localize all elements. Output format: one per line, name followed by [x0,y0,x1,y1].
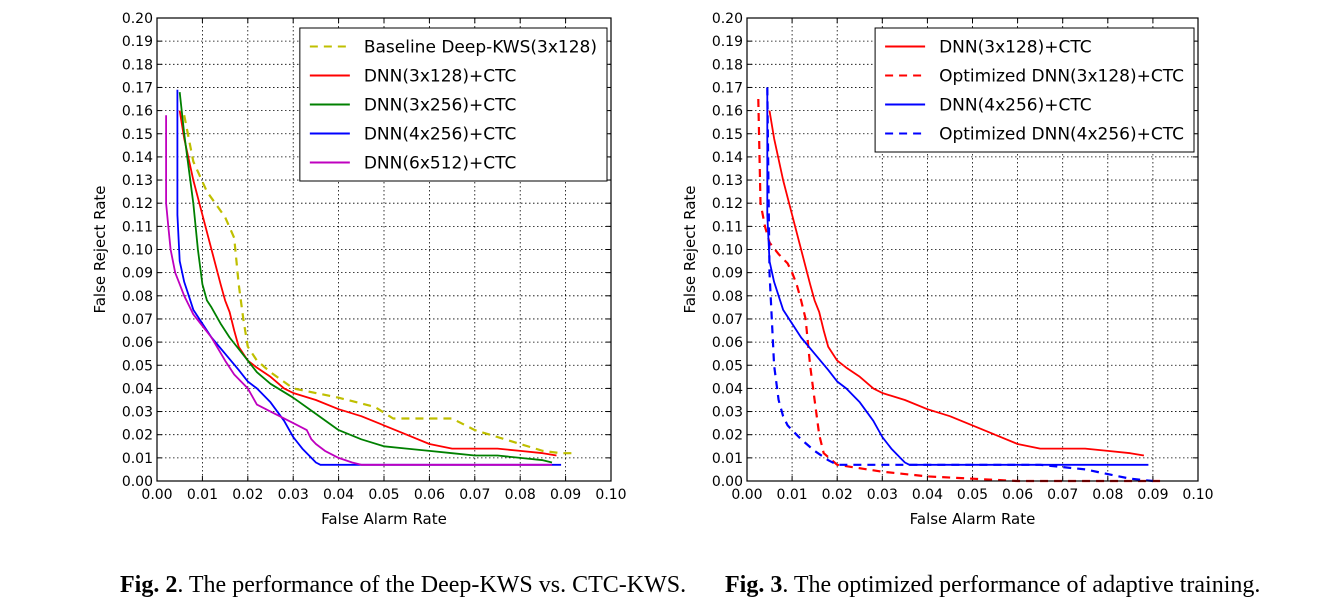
series-line [757,98,1162,483]
x-tick-label: 0.03 [867,487,898,503]
plot-frame [156,17,612,482]
legend-label: DNN(4x256)+CTC [939,96,1092,116]
y-tick-label: 0.13 [712,173,743,189]
y-tick-label: 0.06 [712,335,743,351]
y-tick-label: 0.05 [712,358,743,374]
x-tick-label: 0.05 [368,487,399,503]
x-tick-label: 0.09 [550,487,581,503]
y-tick-label: 0.04 [122,381,153,397]
y-tick-label: 0.07 [712,312,743,328]
y-tick-label: 0.02 [712,428,743,444]
legend: DNN(3x128)+CTC Optimized DNN(3x128)+CTC DN… [874,27,1195,153]
y-tick-label: 0.12 [122,196,153,212]
x-tick-label: 0.02 [232,487,263,503]
legend-label: Baseline Deep-KWS(3x128) [364,38,597,58]
x-tick-label: 0.08 [1092,487,1123,503]
y-tick-label: 0.04 [712,381,743,397]
y-tick-label: 0.12 [712,196,743,212]
y-tick-label: 0.08 [122,289,153,305]
x-tick-label: 0.00 [141,487,172,503]
legend-box [299,27,608,182]
y-tick-label: 0.00 [122,474,153,490]
x-tick-label: 0.06 [1002,487,1033,503]
y-tick-label: 0.19 [712,34,743,50]
y-tick-label: 0.03 [122,405,153,421]
y-tick-label: 0.19 [122,34,153,50]
x-tick-label: 0.03 [278,487,309,503]
y-tick-label: 0.09 [712,266,743,282]
x-tick-label: 0.06 [414,487,445,503]
x-tick-label: 0.02 [822,487,853,503]
series-line [178,110,557,457]
x-tick-label: 0.04 [912,487,943,503]
legend-box [874,27,1195,153]
y-tick-label: 0.05 [122,358,153,374]
legend-label: DNN(3x256)+CTC [364,96,517,116]
series-line [183,114,575,455]
y-tick-label: 0.17 [122,80,153,96]
series-line [165,115,552,466]
chart-fig2: 0.00 0.01 0.02 0.03 0.04 0.05 0.06 0.07 0.08 0.09… [91,11,627,528]
y-tick-label: 0.16 [122,104,153,120]
x-tick-label: 0.10 [1182,487,1213,503]
x-axis-label: False Alarm Rate [910,510,1036,528]
y-tick-label: 0.11 [712,219,743,235]
y-tick-label: 0.10 [122,243,153,259]
y-tick-label: 0.00 [712,474,743,490]
y-tick-label: 0.06 [122,335,153,351]
y-tick-label: 0.14 [712,150,743,166]
y-tick-label: 0.13 [122,173,153,189]
y-tick-label: 0.02 [122,428,153,444]
chart-fig3: 0.00 0.01 0.02 0.03 0.04 0.05 0.06 0.07 0.08 0.09… [681,11,1214,528]
legend-label: DNN(3x128)+CTC [939,38,1092,58]
legend: Baseline Deep-KWS(3x128) DNN(3x128)+CTC DN… [299,27,608,182]
x-tick-label: 0.07 [459,487,490,503]
y-tick-label: 0.07 [122,312,153,328]
y-tick-label: 0.03 [712,405,743,421]
plot-frame [746,17,1199,482]
x-tick-label: 0.09 [1137,487,1168,503]
y-tick-label: 0.15 [122,127,153,143]
x-tick-label: 0.01 [187,487,218,503]
caption-fig3: Fig. 3. The optimized performance of ada… [725,572,1260,599]
x-tick-label: 0.08 [505,487,536,503]
y-tick-label: 0.18 [712,57,743,73]
y-tick-label: 0.14 [122,150,153,166]
caption-label: Fig. 3 [725,572,783,598]
x-tick-label: 0.07 [1047,487,1078,503]
y-tick-label: 0.08 [712,289,743,305]
y-tick-label: 0.17 [712,80,743,96]
x-tick-label: 0.04 [323,487,354,503]
y-tick-label: 0.20 [712,11,743,27]
series-line [766,89,1149,466]
y-tick-label: 0.16 [712,104,743,120]
caption-text: . The performance of the Deep-KWS vs. CT… [177,572,687,598]
caption-fig2: Fig. 2. The performance of the Deep-KWS … [120,572,686,599]
y-axis-label: False Reject Rate [681,185,699,313]
series-line [766,87,1154,483]
caption-text: . The optimized performance of adaptive … [782,572,1261,598]
y-axis-label: False Reject Rate [91,185,109,313]
x-axis-label: False Alarm Rate [321,510,447,528]
legend-label: Optimized DNN(3x128)+CTC [939,67,1184,87]
x-tick-label: 0.10 [595,487,626,503]
x-tick-label: 0.05 [957,487,988,503]
y-tick-label: 0.10 [712,243,743,259]
legend-label: DNN(6x512)+CTC [364,154,517,174]
y-tick-label: 0.01 [712,451,743,467]
x-tick-label: 0.00 [731,487,762,503]
caption-label: Fig. 2 [120,572,178,598]
y-tick-label: 0.20 [122,11,153,27]
legend-label: DNN(3x128)+CTC [364,67,517,87]
y-tick-label: 0.18 [122,57,153,73]
series-line [768,110,1145,457]
y-tick-label: 0.11 [122,219,153,235]
y-tick-label: 0.01 [122,451,153,467]
series-line [178,92,553,464]
x-tick-label: 0.01 [777,487,808,503]
y-tick-label: 0.15 [712,127,743,143]
legend-label: DNN(4x256)+CTC [364,125,517,145]
legend-label: Optimized DNN(4x256)+CTC [939,125,1184,145]
y-tick-label: 0.09 [122,266,153,282]
